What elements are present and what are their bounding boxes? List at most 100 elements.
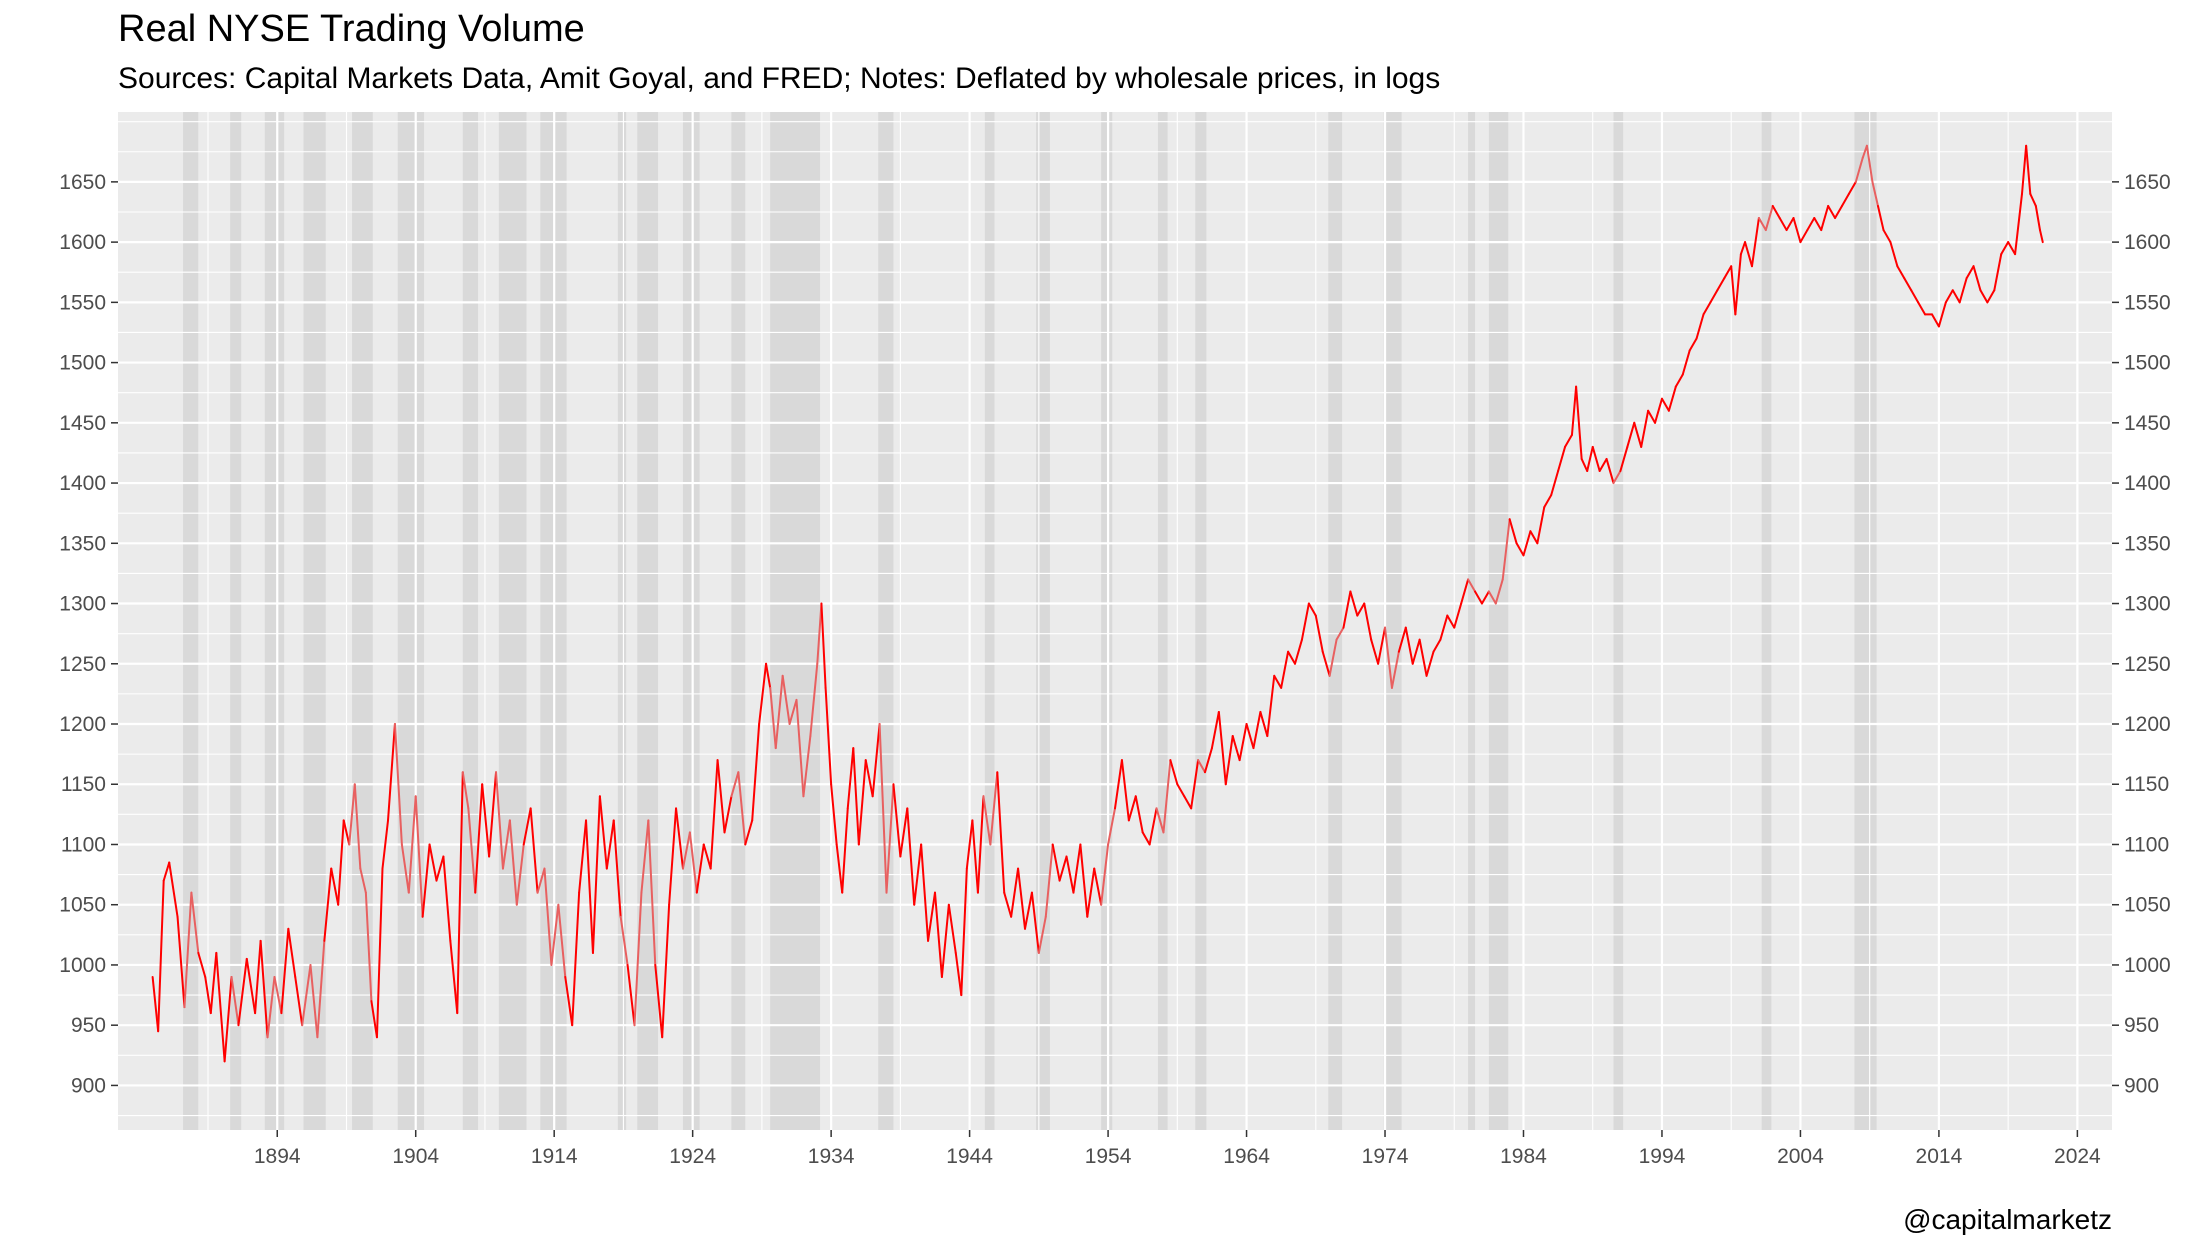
series-segment: [266, 975, 276, 1039]
series-segment: [414, 795, 424, 918]
series-segment: [824, 686, 833, 786]
y-tick-label-right: 1250: [2124, 653, 2171, 676]
series-segment: [954, 951, 963, 997]
series-segment: [1217, 710, 1227, 786]
series-segment: [640, 819, 650, 894]
series-segment: [1820, 204, 1830, 232]
series-segment: [913, 843, 923, 906]
x-tick-label: 1974: [1362, 1145, 1409, 1168]
series-segment: [1266, 674, 1276, 738]
series-segment: [375, 867, 384, 1039]
series-segment: [1321, 650, 1331, 677]
series-segment: [1910, 289, 1920, 304]
chart-subtitle: Sources: Capital Markets Data, Amit Goya…: [118, 62, 1441, 95]
series-segment: [1965, 265, 1975, 280]
recession-band: [1488, 112, 1509, 1130]
chart-caption: @capitalmarketz: [1903, 1204, 2112, 1235]
series-segment: [259, 939, 269, 1039]
series-segment: [751, 723, 761, 822]
series-segment: [435, 855, 445, 882]
series-segment: [1564, 433, 1573, 448]
series-segment: [230, 975, 240, 1027]
series-segment: [933, 891, 943, 978]
series-segment: [515, 843, 525, 906]
series-segment: [1979, 289, 1989, 304]
series-segment: [1660, 397, 1670, 412]
series-segment: [1944, 289, 1954, 304]
series-segment: [1522, 530, 1532, 557]
series-segment: [1183, 795, 1193, 810]
series-segment: [1806, 217, 1816, 232]
series-segment: [1127, 795, 1137, 822]
series-segment: [301, 963, 312, 1027]
series-segment: [1896, 265, 1906, 280]
recession-band: [264, 112, 285, 1130]
series-segment: [989, 771, 999, 846]
series-segment: [1501, 518, 1511, 581]
recession-band: [1195, 112, 1207, 1130]
series-segment: [1834, 204, 1843, 220]
series-segment: [1543, 494, 1553, 509]
chart-title: Real NYSE Trading Volume: [118, 8, 585, 50]
series-segment: [758, 662, 768, 726]
series-segment: [675, 807, 684, 870]
series-segment: [353, 783, 362, 870]
recession-band: [617, 112, 627, 1130]
series-segment: [723, 795, 733, 834]
series-segment: [1764, 204, 1774, 232]
series-segment: [1612, 470, 1622, 485]
x-tick-label: 1994: [1639, 1145, 1686, 1168]
series-segment: [1667, 385, 1677, 412]
y-tick-label-right: 1050: [2124, 894, 2171, 917]
series-segment: [529, 807, 539, 894]
series-segment: [852, 747, 860, 846]
series-segment: [294, 975, 304, 1027]
series-segment: [1252, 710, 1262, 750]
series-segment: [1370, 638, 1380, 665]
series-segment: [1508, 518, 1518, 545]
y-tick-label-left: 1600: [59, 231, 106, 254]
series-segment: [960, 867, 968, 997]
series-segment: [254, 939, 262, 1015]
series-segment: [273, 975, 283, 1015]
y-tick-label-left: 1150: [61, 773, 106, 796]
series-segment: [2034, 204, 2041, 232]
series-segment: [474, 783, 484, 894]
recession-band: [1468, 112, 1476, 1130]
series-segment: [681, 831, 691, 870]
series-segment: [1453, 602, 1463, 629]
y-tick-label-left: 950: [71, 1014, 106, 1037]
series-segment: [381, 819, 390, 870]
series-segment: [774, 674, 784, 750]
series-segment: [1314, 614, 1324, 653]
series-segment: [605, 819, 615, 870]
series-segment: [1176, 783, 1186, 798]
series-segment: [522, 807, 532, 846]
y-tick-label-right: 900: [2124, 1074, 2159, 1097]
series-segment: [1903, 277, 1913, 292]
series-segment: [536, 867, 546, 894]
y-tick-label-left: 1500: [59, 352, 106, 375]
series-segment: [1079, 843, 1089, 918]
series-segment: [802, 735, 812, 798]
series-segment: [209, 951, 218, 1015]
series-segment: [765, 662, 772, 689]
series-segment: [1937, 301, 1947, 328]
series-segment: [947, 903, 957, 954]
series-segment: [442, 855, 452, 942]
series-segment: [857, 759, 867, 846]
series-segment: [1633, 421, 1643, 448]
series-segment: [1030, 891, 1040, 954]
series-segment: [1487, 590, 1497, 605]
series-segment: [1114, 759, 1123, 810]
series-segment: [1619, 445, 1629, 473]
series-segment: [1750, 217, 1760, 268]
y-tick-label-left: 1200: [59, 713, 106, 736]
series-segment: [1917, 301, 1927, 316]
series-segment: [1245, 723, 1255, 750]
y-tick-label-left: 1450: [59, 412, 106, 435]
series-segment: [1356, 602, 1366, 617]
series-segment: [1550, 470, 1560, 497]
series-segment: [1418, 638, 1428, 677]
